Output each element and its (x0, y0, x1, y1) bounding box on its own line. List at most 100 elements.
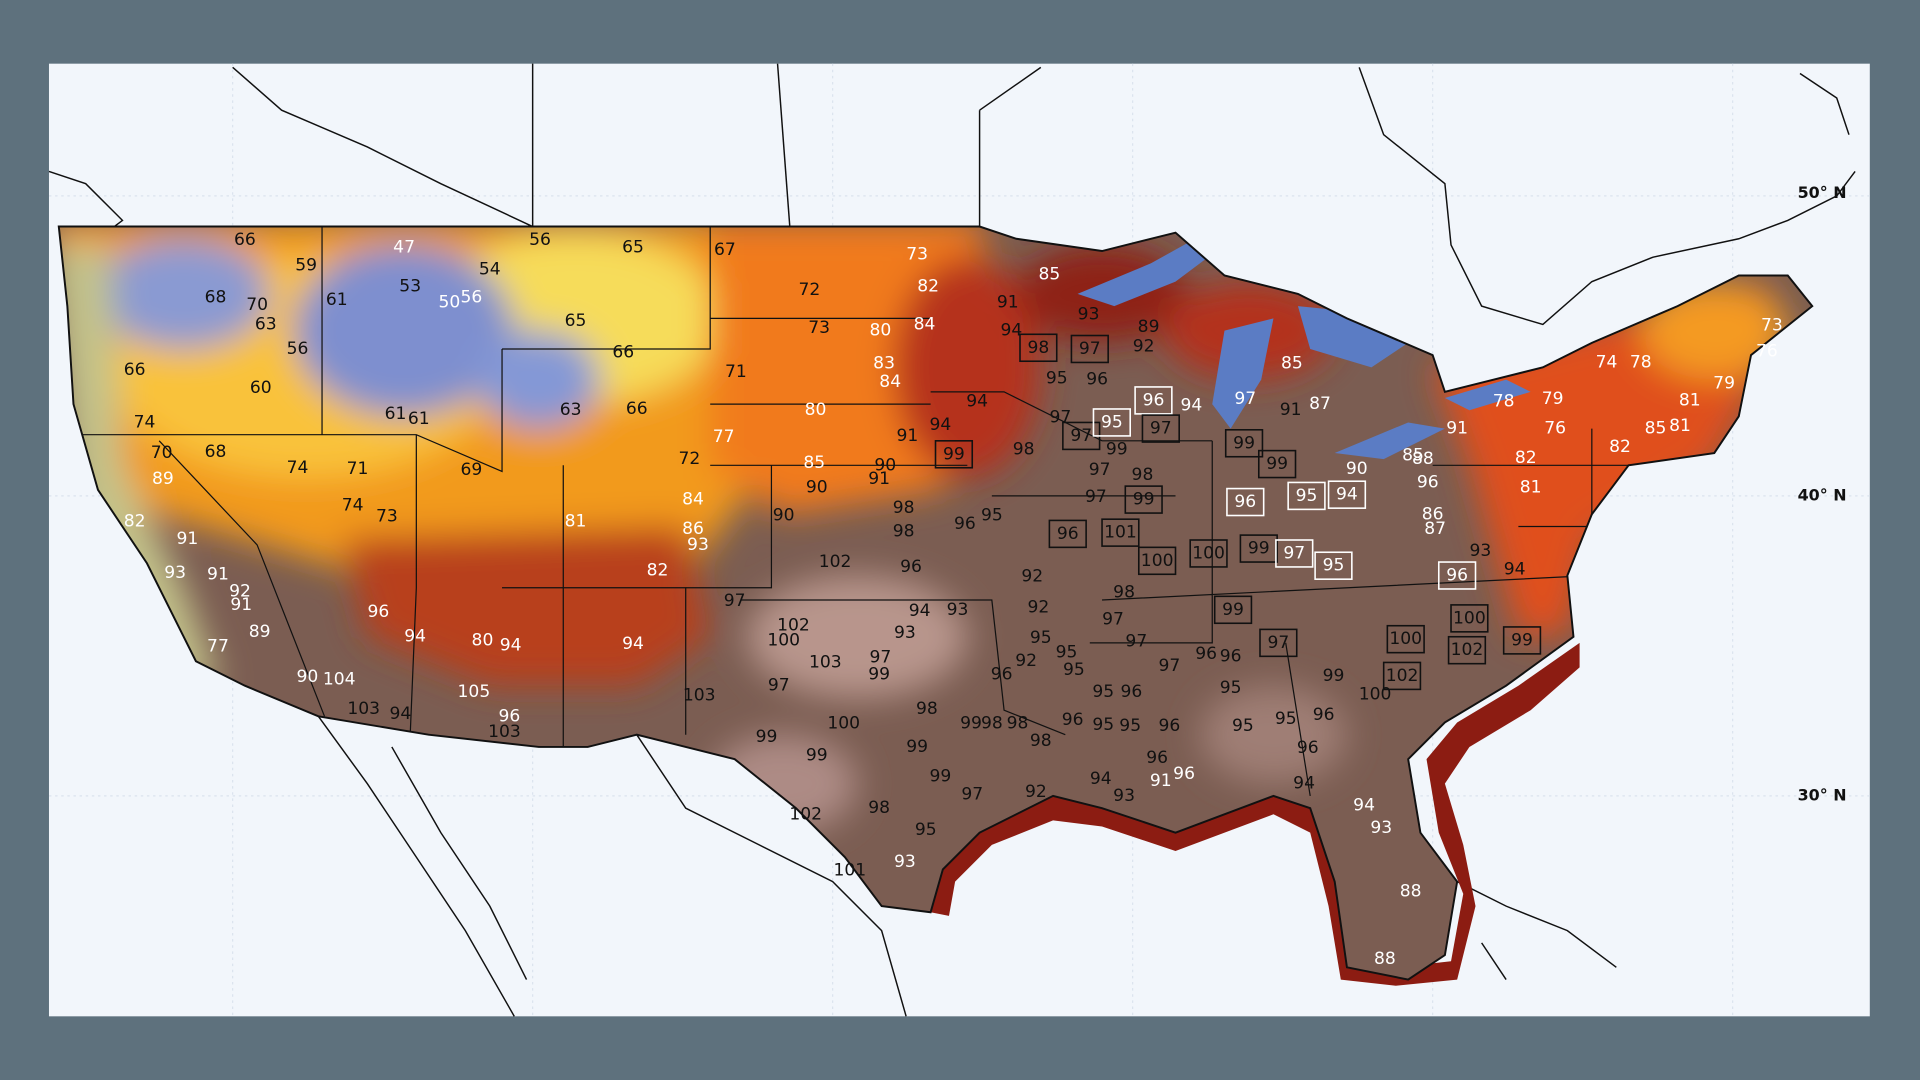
temperature-label: 99 (1133, 490, 1155, 510)
temperature-label: 81 (1679, 390, 1701, 410)
temperature-label: 85 (803, 453, 825, 473)
temperature-label: 99 (906, 737, 928, 757)
temperature-label: 94 (1293, 774, 1315, 794)
temperature-label: 66 (626, 399, 648, 419)
temperature-label: 74 (287, 458, 309, 478)
temperature-label: 84 (914, 314, 936, 334)
temperature-label: 96 (1297, 738, 1319, 758)
station-box (1092, 408, 1131, 437)
temperature-label: 94 (1353, 796, 1375, 816)
temperature-label: 93 (164, 563, 186, 583)
temperature-label: 97 (1234, 389, 1256, 409)
temperature-label: 99 (1106, 439, 1128, 459)
temperature-label: 72 (678, 449, 700, 469)
temperature-label: 59 (295, 256, 317, 276)
temperature-label: 89 (152, 469, 174, 489)
temperature-label: 84 (879, 372, 901, 392)
temperature-label: 95 (1101, 412, 1123, 432)
temperature-label: 72 (798, 280, 820, 300)
temperature-label: 91 (1446, 419, 1468, 439)
temperature-label: 99 (1266, 454, 1288, 474)
temperature-label: 95 (915, 820, 937, 840)
temperature-label: 96 (1086, 370, 1108, 390)
temperature-label: 61 (385, 404, 407, 424)
temperature-label: 87 (1309, 394, 1331, 414)
temperature-label: 89 (1138, 317, 1160, 337)
temperature-label: 93 (1470, 541, 1492, 561)
temperature-label: 103 (809, 652, 842, 672)
temperature-label: 97 (1283, 543, 1305, 563)
temperature-label: 94 (1090, 769, 1112, 789)
temperature-label: 94 (966, 392, 988, 412)
temperature-label: 96 (1146, 748, 1168, 768)
temperature-label: 90 (773, 506, 795, 526)
temperature-label: 68 (205, 442, 227, 462)
temperature-label: 97 (1050, 408, 1072, 428)
temperature-label: 85 (1645, 419, 1667, 439)
temperature-label: 93 (687, 535, 709, 555)
temperature-label: 95 (1296, 486, 1318, 506)
temperature-label: 103 (683, 686, 716, 706)
temperature-label: 95 (1323, 556, 1345, 576)
station-box (1437, 561, 1477, 590)
temperature-label: 99 (868, 665, 890, 685)
temperature-label: 66 (234, 230, 256, 250)
latitude-label: 30° N (1798, 785, 1847, 804)
temperature-label: 96 (1220, 646, 1242, 666)
temperature-label: 92 (229, 581, 251, 601)
temperature-label: 104 (323, 670, 356, 690)
temperature-label: 81 (1669, 416, 1691, 436)
station-box (1019, 333, 1058, 363)
temperature-label: 98 (868, 798, 890, 818)
temperature-label: 78 (1493, 392, 1515, 412)
station-box (934, 440, 974, 469)
temperature-label: 91 (896, 426, 918, 446)
temperature-label: 99 (756, 727, 778, 747)
temperature-label: 95 (1063, 660, 1085, 680)
temperature-label: 50 (438, 292, 460, 312)
temperature-label: 74 (1596, 352, 1618, 372)
temperature-label: 102 (819, 552, 852, 572)
temperature-label: 65 (622, 237, 644, 257)
temperature-label: 91 (997, 292, 1019, 312)
temperature-label: 98 (1132, 465, 1154, 485)
temperature-label: 70 (246, 295, 268, 315)
temperature-label: 100 (1453, 608, 1486, 628)
temperature-label: 66 (124, 360, 146, 380)
temperature-label: 85 (1281, 354, 1303, 374)
temperature-label: 69 (461, 460, 483, 480)
temperature-label: 98 (1013, 439, 1035, 459)
temperature-label: 99 (930, 766, 952, 786)
temperature-label: 102 (1451, 640, 1484, 660)
station-box (1134, 386, 1173, 415)
station-box (1259, 628, 1298, 658)
temperature-label: 98 (916, 699, 938, 719)
temperature-label: 98 (1113, 583, 1135, 603)
temperature-label: 85 (1038, 264, 1060, 284)
station-box (1189, 539, 1228, 568)
temperature-label: 96 (1121, 682, 1143, 702)
temperature-label: 103 (488, 722, 521, 742)
temperature-label: 95 (1092, 715, 1114, 735)
temperature-label: 97 (1125, 632, 1147, 652)
station-box (1101, 518, 1140, 547)
temperature-label: 56 (461, 288, 483, 308)
temperature-label: 102 (777, 616, 810, 636)
temperature-label: 66 (612, 343, 634, 363)
temperature-label: 105 (458, 682, 491, 702)
temperature-label: 94 (1504, 559, 1526, 579)
station-box (1141, 414, 1180, 443)
temperature-label: 96 (1234, 492, 1256, 512)
temperature-label: 102 (1386, 666, 1419, 686)
temperature-label: 80 (870, 321, 892, 341)
temperature-label: 97 (961, 785, 983, 805)
temperature-label: 71 (347, 459, 369, 479)
temperature-label: 78 (1630, 352, 1652, 372)
temperature-label: 101 (833, 861, 866, 881)
temperature-label: 80 (805, 400, 827, 420)
temperature-label: 79 (1542, 389, 1564, 409)
temperature-label: 92 (1027, 597, 1049, 617)
temperature-label: 91 (176, 529, 198, 549)
temperature-label: 70 (151, 443, 173, 463)
